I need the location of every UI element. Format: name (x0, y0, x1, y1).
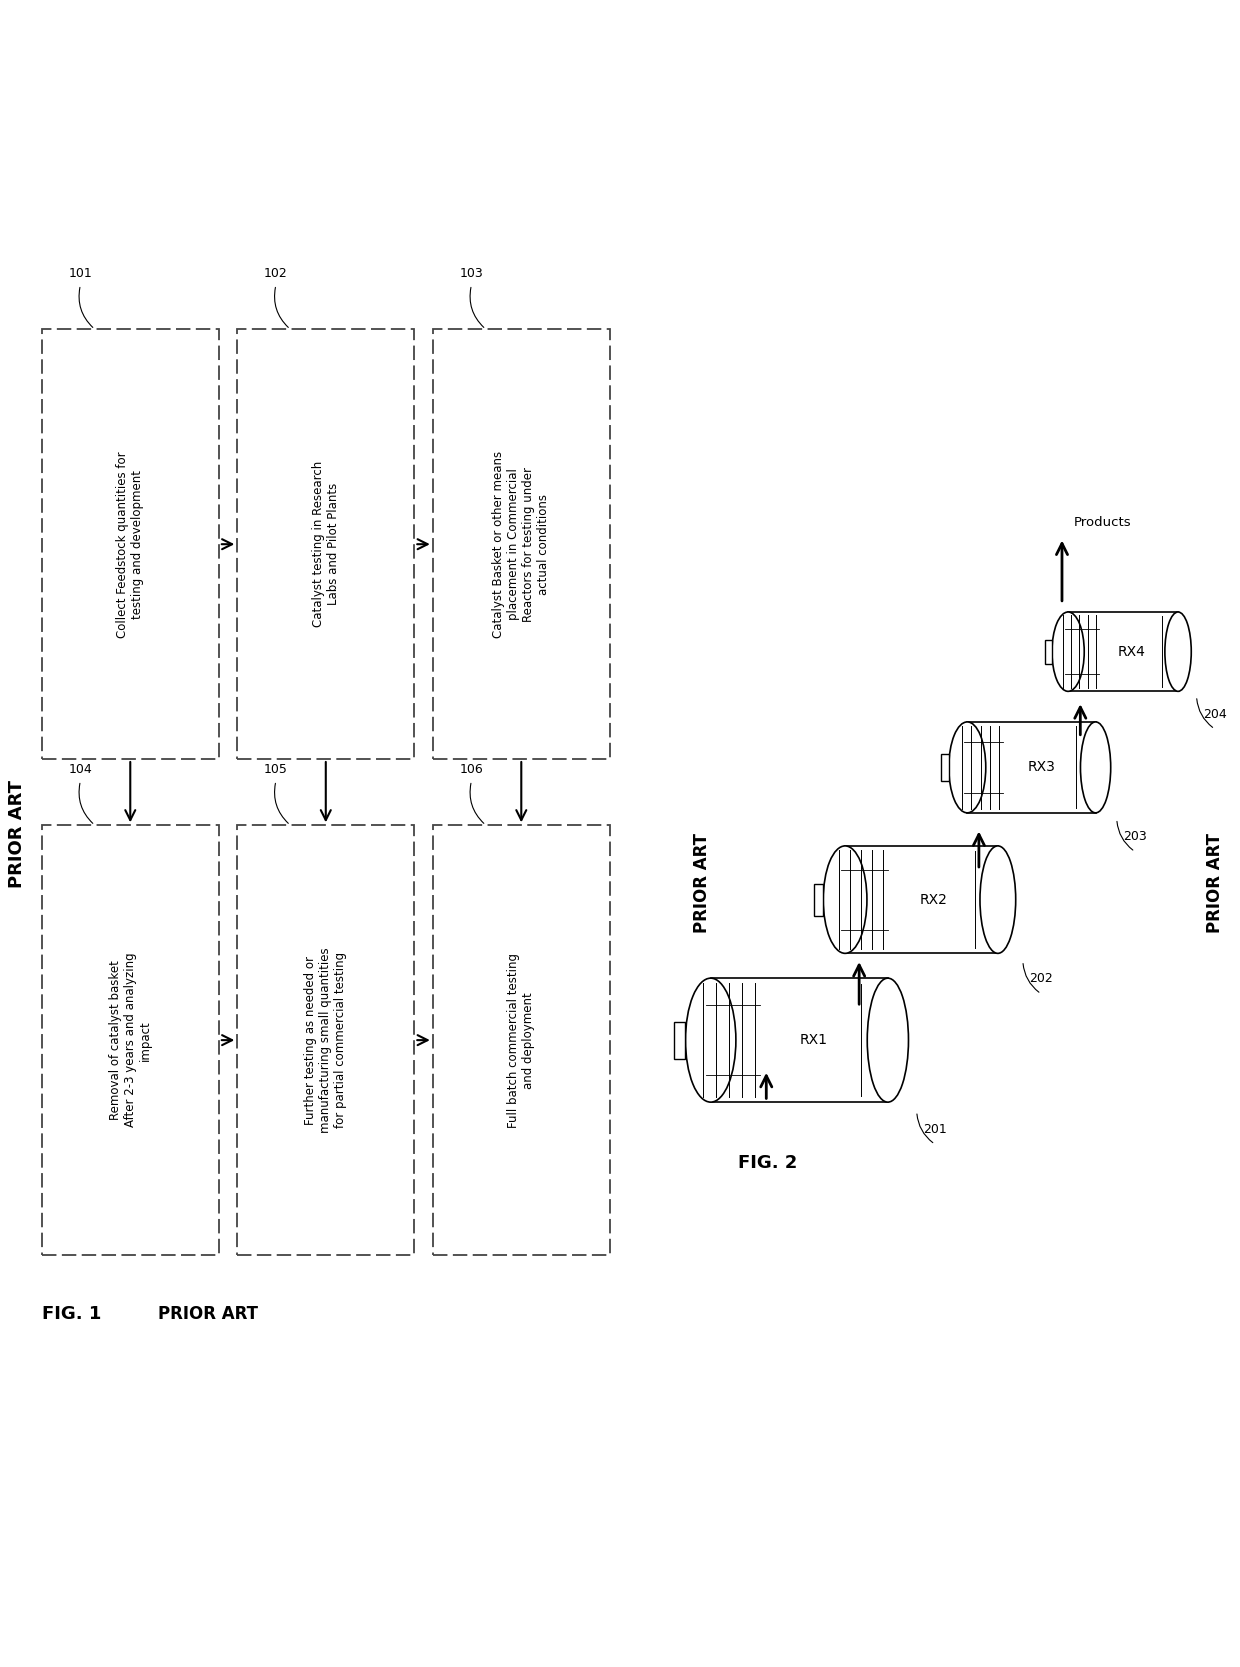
Ellipse shape (823, 845, 867, 954)
Bar (1045, 640, 1052, 663)
Bar (967, 722, 1096, 813)
Text: FIG. 2: FIG. 2 (738, 1154, 797, 1172)
Text: Collect Feedstock quantities for
testing and development: Collect Feedstock quantities for testing… (117, 450, 144, 637)
Text: 201: 201 (923, 1124, 946, 1135)
Text: 102: 102 (264, 267, 288, 280)
Bar (433, 825, 610, 1255)
Bar (846, 845, 998, 954)
Text: 203: 203 (1123, 830, 1147, 844)
Text: Full batch commercial testing
and deployment: Full batch commercial testing and deploy… (507, 952, 536, 1127)
Bar (42, 330, 219, 758)
Text: Catalyst Basket or other means
placement in Commercial
Reactors for testing unde: Catalyst Basket or other means placement… (492, 450, 551, 638)
Bar (433, 330, 610, 758)
Bar (675, 1022, 686, 1059)
Text: RX4: RX4 (1118, 645, 1146, 658)
Text: Removal of catalyst basket
After 2-3 years and analyzing
impact: Removal of catalyst basket After 2-3 yea… (109, 954, 151, 1127)
Text: RX2: RX2 (920, 892, 947, 907)
Text: Catalyst testing in Research
Labs and Pilot Plants: Catalyst testing in Research Labs and Pi… (311, 462, 340, 627)
Text: PRIOR ART: PRIOR ART (9, 780, 26, 887)
Text: 101: 101 (68, 267, 92, 280)
Text: PRIOR ART: PRIOR ART (1205, 834, 1224, 934)
Text: 202: 202 (1029, 972, 1053, 985)
Text: FIG. 1: FIG. 1 (42, 1305, 102, 1322)
Bar (237, 825, 414, 1255)
Bar (237, 330, 414, 758)
Bar (1068, 612, 1178, 692)
Text: RX1: RX1 (800, 1034, 827, 1047)
Text: 104: 104 (68, 762, 92, 775)
Text: Products: Products (1074, 517, 1132, 530)
Text: PRIOR ART: PRIOR ART (157, 1305, 258, 1322)
Bar (711, 979, 888, 1102)
Ellipse shape (980, 845, 1016, 954)
Bar (813, 884, 823, 915)
Text: 103: 103 (459, 267, 484, 280)
Ellipse shape (949, 722, 986, 813)
Ellipse shape (1080, 722, 1111, 813)
Text: Further testing as needed or
manufacturing small quantities
for partial commerci: Further testing as needed or manufacturi… (304, 947, 347, 1134)
Bar (941, 753, 949, 782)
Ellipse shape (1052, 612, 1084, 692)
Ellipse shape (867, 979, 909, 1102)
Text: 106: 106 (459, 762, 484, 775)
Bar (42, 825, 219, 1255)
Text: 204: 204 (1203, 707, 1226, 720)
Text: 105: 105 (264, 762, 288, 775)
Text: RX3: RX3 (1028, 760, 1055, 775)
Ellipse shape (686, 979, 735, 1102)
Ellipse shape (1164, 612, 1192, 692)
Text: PRIOR ART: PRIOR ART (692, 834, 711, 934)
